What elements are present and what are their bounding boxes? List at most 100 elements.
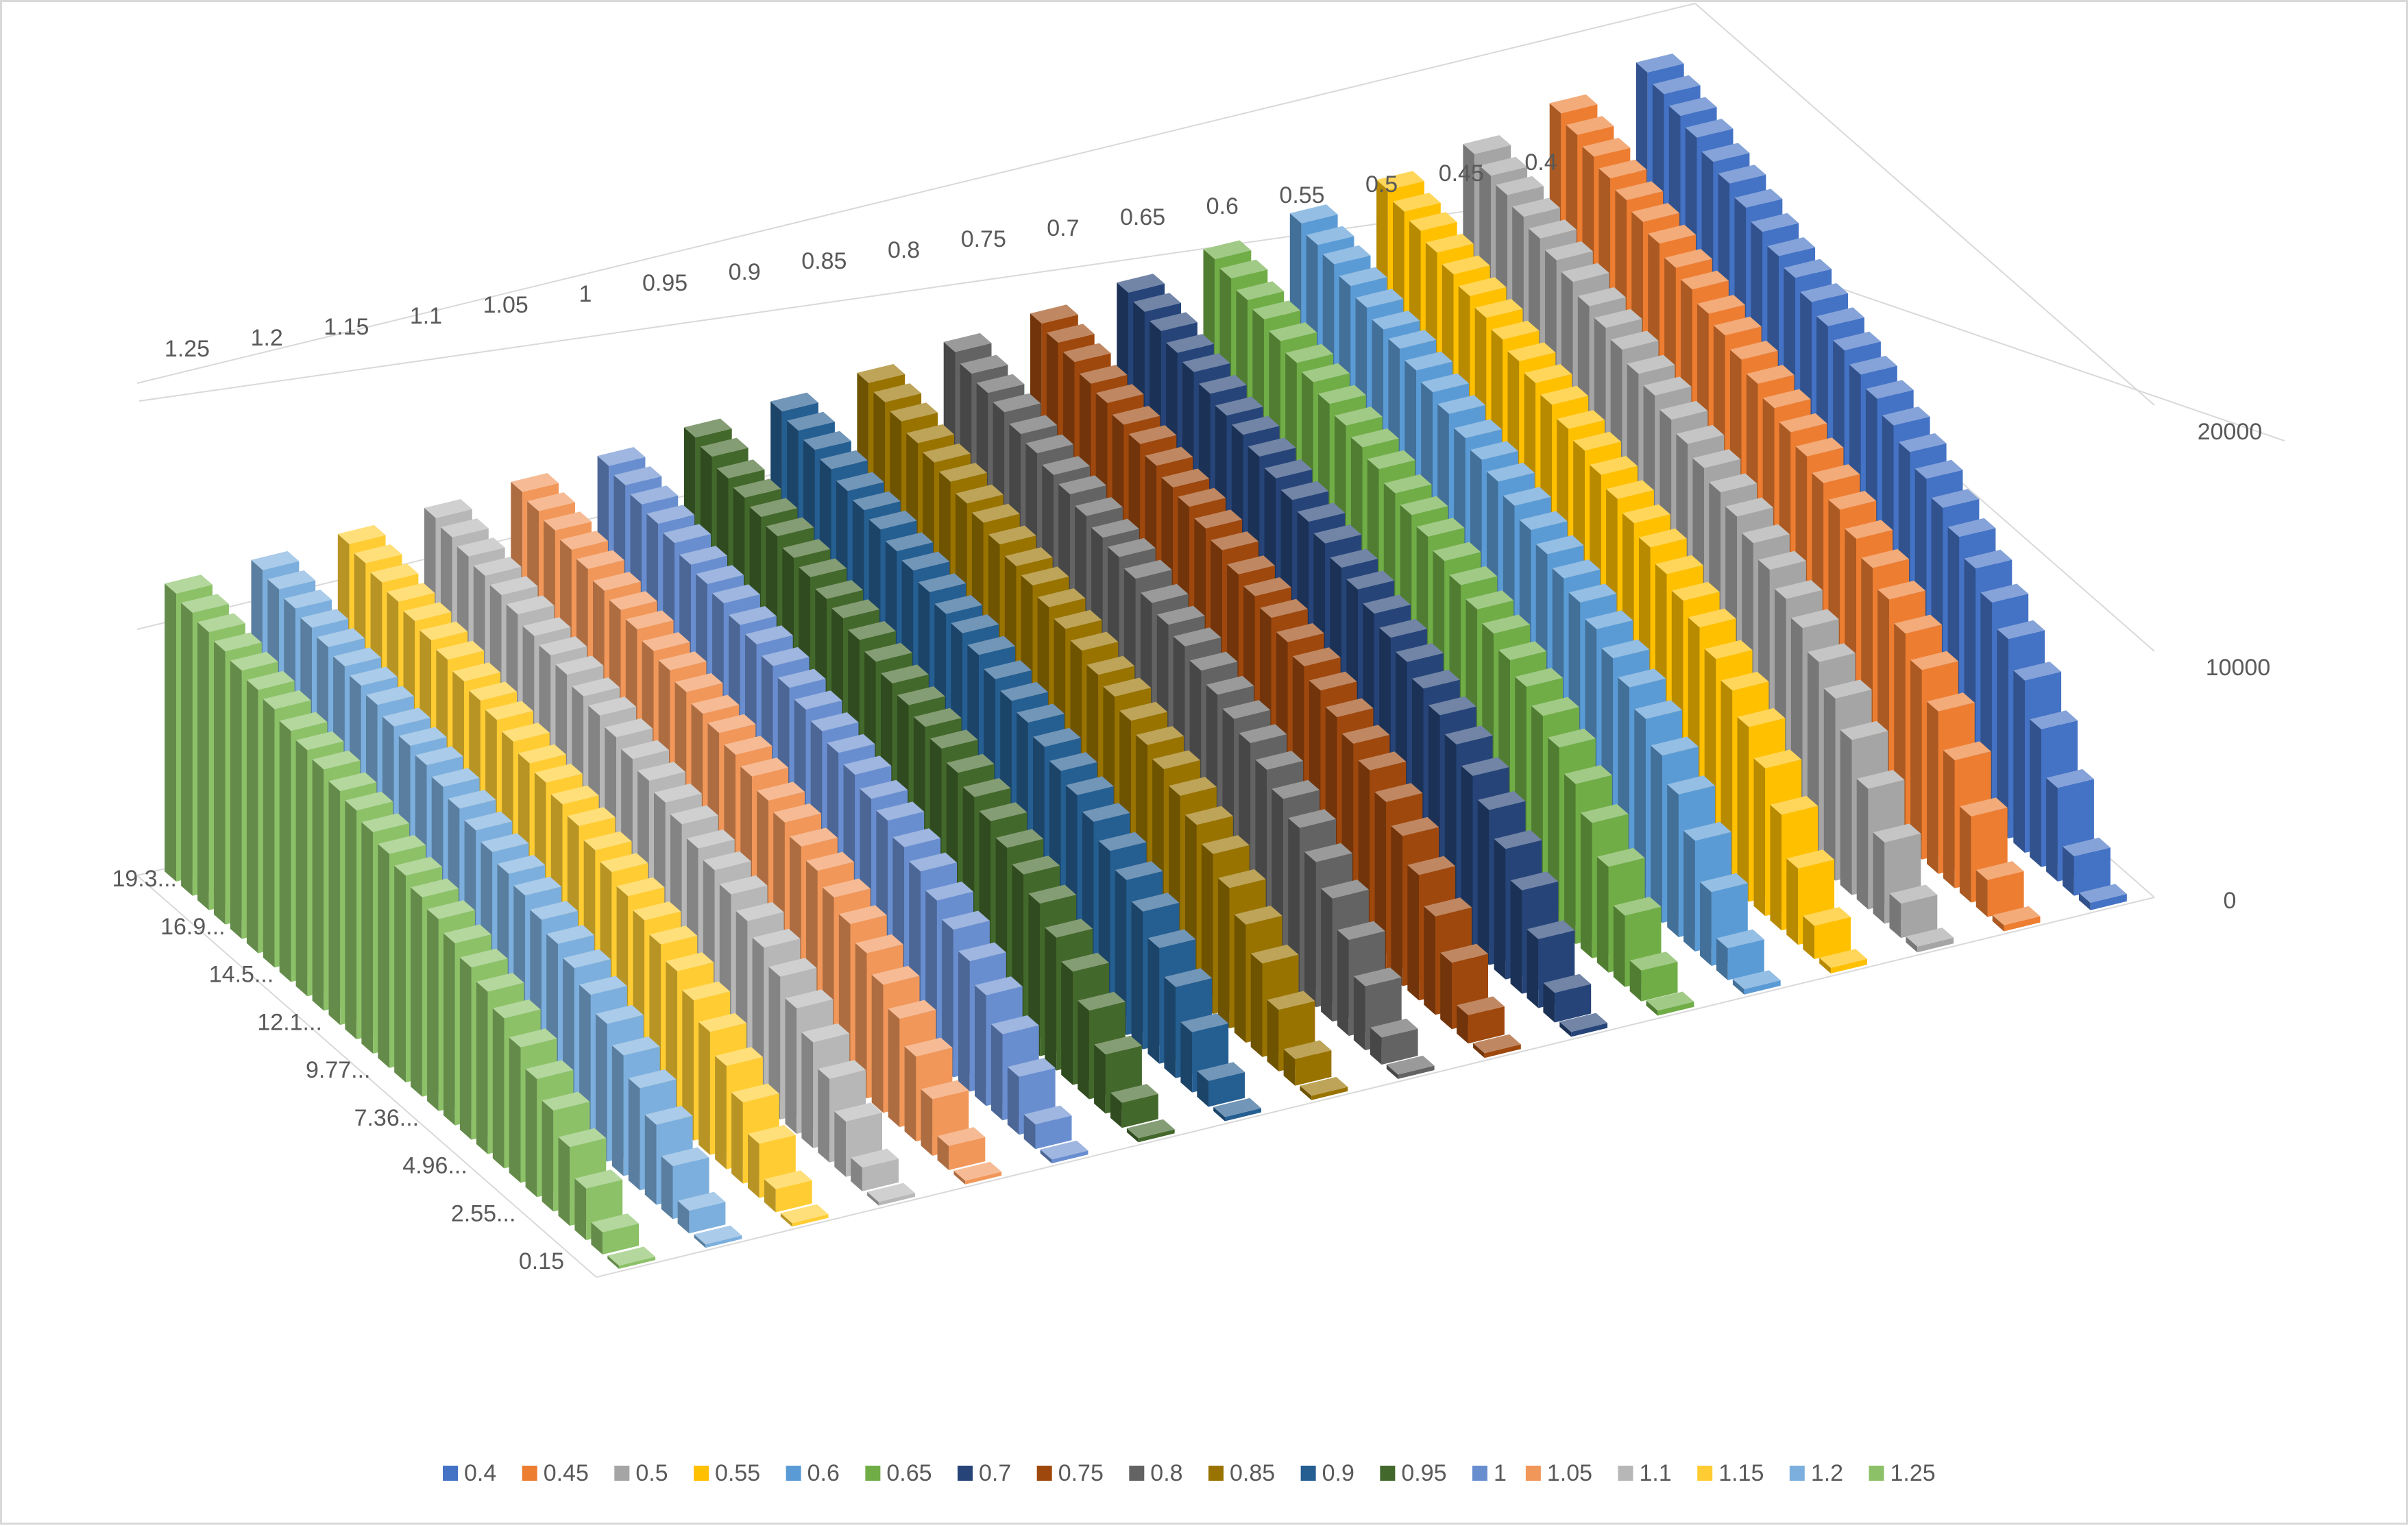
bar-top	[1692, 449, 1741, 468]
bar-top	[443, 924, 491, 943]
bar-top	[1325, 698, 1374, 718]
legend-swatch	[443, 1466, 458, 1481]
bar-top	[1652, 75, 1701, 95]
bar	[1803, 907, 1851, 960]
bar-top	[993, 393, 1041, 413]
bar-side	[1213, 1106, 1225, 1122]
bar-top	[1152, 750, 1200, 769]
bar-side	[1959, 806, 1971, 903]
bar	[1457, 996, 1505, 1044]
bar-top	[1355, 289, 1404, 308]
bar-top	[611, 1037, 660, 1056]
bar-top	[1255, 751, 1304, 770]
bar-top	[876, 801, 925, 821]
bar-top	[1606, 480, 1654, 499]
bar-side	[628, 1078, 640, 1191]
bar-top	[1474, 299, 1523, 318]
bar-side	[1629, 960, 1642, 1002]
bar-top	[810, 712, 859, 731]
bar	[2063, 837, 2111, 896]
legend-label: 0.45	[544, 1460, 589, 1486]
bar-top	[1688, 608, 1736, 628]
depth-tick-label: 0.5	[1365, 171, 1398, 197]
bar-top	[852, 491, 901, 511]
bar-top	[1103, 677, 1152, 697]
bar-top	[1622, 504, 1670, 524]
legend-item: 0.9	[1300, 1460, 1354, 1486]
bar-top	[492, 999, 541, 1019]
bar-front	[1398, 1065, 1435, 1079]
bar	[1819, 949, 1867, 973]
bar-top	[1393, 193, 1441, 212]
bar-top	[1007, 1058, 1056, 1077]
depth-tick-label: 0.6	[1206, 193, 1239, 219]
bar-top	[918, 573, 966, 592]
legend-swatch	[1300, 1466, 1316, 1481]
bar-side	[1197, 1071, 1208, 1107]
bar-top	[1943, 741, 1991, 760]
bar-top	[251, 550, 300, 570]
legend-swatch	[1789, 1466, 1805, 1481]
bar-top	[806, 851, 854, 871]
bar-top	[1498, 641, 1546, 660]
bar-top	[860, 779, 908, 799]
legend-swatch	[1618, 1466, 1633, 1481]
bar-top	[642, 632, 690, 651]
legend-label: 1.25	[1890, 1460, 1936, 1486]
bar-side	[1424, 906, 1435, 1015]
bar-top	[1716, 929, 1764, 949]
bar-top	[1496, 175, 1544, 195]
bar-side	[698, 1021, 710, 1155]
bar-top	[967, 635, 1016, 655]
bar-top	[1117, 274, 1165, 293]
bar-front	[1830, 958, 1867, 973]
category-tick-label: 12.1...	[257, 1009, 322, 1035]
bar-top	[1651, 736, 1699, 756]
bar-top	[1341, 725, 1390, 744]
bar-side	[1803, 916, 1814, 960]
bar-top	[1668, 97, 1717, 117]
bar-top	[530, 901, 579, 920]
bar-side	[1473, 1043, 1485, 1058]
bar-top	[1252, 300, 1301, 319]
bar-top	[1564, 765, 1612, 784]
bar-side	[427, 909, 439, 1111]
bar	[953, 1161, 1002, 1185]
bar-front	[1917, 937, 1954, 953]
bar-top	[1309, 671, 1357, 691]
bar-side	[1164, 977, 1176, 1078]
bar-top	[1166, 334, 1214, 353]
bar-side	[937, 1136, 949, 1170]
bar-top	[441, 518, 489, 537]
bar-top	[909, 852, 957, 872]
bar-top	[1313, 524, 1362, 544]
legend-label: 1.15	[1718, 1460, 1764, 1486]
bar-top	[197, 613, 245, 633]
bar-side	[768, 967, 781, 1119]
bar	[1370, 1018, 1418, 1065]
bar-top	[1784, 258, 1832, 278]
bar-side	[574, 1178, 587, 1241]
bar-top	[990, 1015, 1039, 1034]
bar-front	[1571, 1023, 1608, 1037]
bar-side	[1007, 1067, 1019, 1135]
bar-top	[951, 614, 999, 633]
bar-top	[838, 905, 887, 924]
bar-top	[459, 948, 508, 968]
bar-top	[1409, 212, 1457, 231]
bar-top	[670, 805, 718, 825]
bar-front	[965, 1172, 1002, 1185]
bar-top	[663, 524, 712, 544]
bar-top	[943, 332, 992, 352]
bar-side	[1910, 659, 1922, 860]
bar-top	[745, 625, 793, 644]
bar-front	[619, 1257, 656, 1269]
category-tick-label: 19.3...	[112, 866, 177, 892]
bar-top	[1683, 821, 1731, 841]
bar	[780, 1204, 829, 1227]
bar-top	[946, 753, 995, 773]
legend-swatch	[694, 1466, 709, 1481]
bar-side	[1770, 804, 1782, 931]
